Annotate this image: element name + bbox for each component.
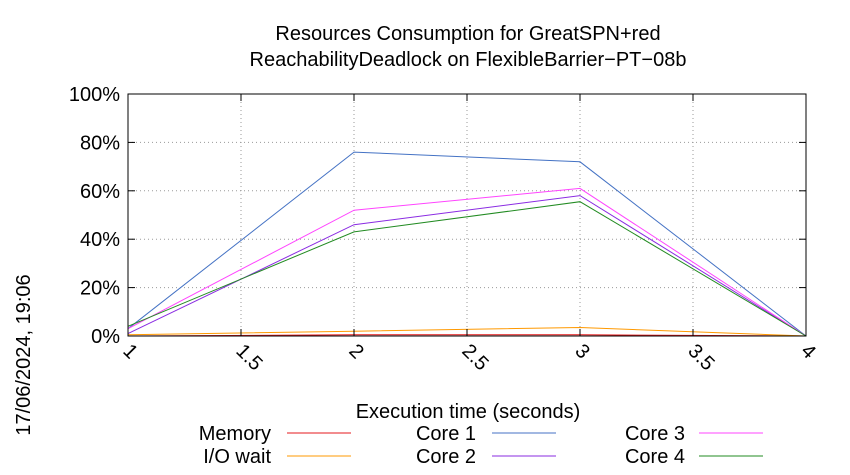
y-tick-label: 100% xyxy=(69,84,120,106)
series-line-core-4 xyxy=(127,201,807,337)
legend-label-core-1: Core 1 xyxy=(416,423,476,445)
chart-title-line-1: Resources Consumption for GreatSPN+red xyxy=(275,23,660,45)
grid xyxy=(128,94,806,336)
y-axis-ticks: 0% 20% 40% 60% 80% 100% xyxy=(69,84,806,348)
y-tick-label: 60% xyxy=(80,181,120,203)
legend-label-core-4: Core 4 xyxy=(625,446,685,468)
legend-label-core-3: Core 3 xyxy=(625,423,685,445)
y-tick-label: 20% xyxy=(80,278,120,300)
legend-label-core-2: Core 2 xyxy=(416,446,476,468)
y-tick-label: 0% xyxy=(91,326,120,348)
chart-title-line-2: ReachabilityDeadlock on FlexibleBarrier−… xyxy=(250,49,687,71)
timestamp-label: 17/06/2024, 19:06 xyxy=(13,274,35,435)
legend-label-memory: Memory xyxy=(199,423,271,445)
series-line-core-1 xyxy=(127,151,807,337)
x-axis-label: Execution time (seconds) xyxy=(356,401,581,423)
y-tick-label: 40% xyxy=(80,229,120,251)
series-line-core-3 xyxy=(127,187,807,337)
y-tick-label: 80% xyxy=(80,132,120,154)
legend-label-i-o-wait: I/O wait xyxy=(203,446,271,468)
